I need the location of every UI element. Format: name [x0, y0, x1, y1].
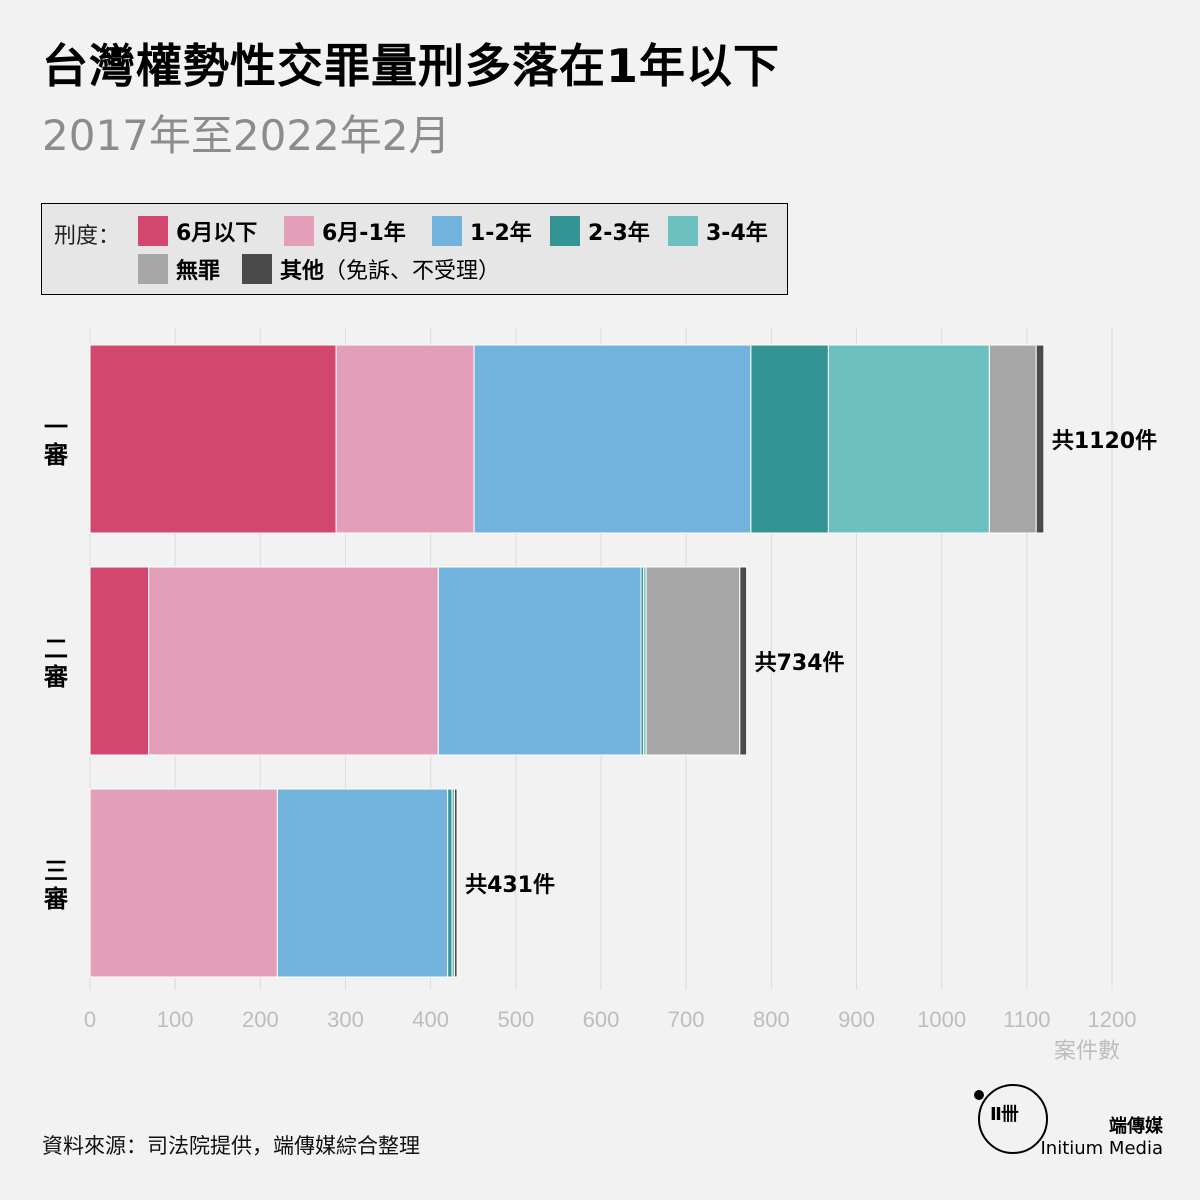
bar-segment [335, 344, 475, 534]
total-label: 共734件 [755, 651, 845, 676]
total-label: 共431件 [465, 873, 555, 898]
x-tick-label: 700 [668, 1007, 705, 1032]
legend-item-2-3y: 2-3年 [550, 216, 650, 246]
category-label-char: 審 [43, 441, 69, 469]
x-tick-label: 200 [242, 1007, 279, 1032]
legend-label: 刑度： [54, 224, 121, 249]
brand-name-zh: 端傳媒 [1109, 1116, 1163, 1137]
category-label-char: 二 [44, 635, 68, 663]
legend-text: 無罪 [176, 259, 221, 284]
category-label-char: 一 [44, 413, 68, 441]
legend-item-6m-below: 6月以下 [138, 216, 257, 246]
legend-swatch [138, 216, 168, 246]
total-label: 共1120件 [1052, 429, 1157, 454]
category-label-char: 三 [44, 857, 68, 885]
legend-swatch [550, 216, 580, 246]
legend-text: 6月以下 [176, 221, 258, 246]
legend-swatch [284, 216, 314, 246]
bar-segment [276, 788, 449, 978]
initium-logo-icon: Ⅱ卌 [974, 1084, 1048, 1154]
legend-swatch [432, 216, 462, 246]
x-tick-label: 1000 [917, 1007, 966, 1032]
bar-segment [447, 788, 453, 978]
bar-segment [89, 788, 278, 978]
brand-name-en: Initium Media [1040, 1138, 1163, 1159]
legend-item-1-2y: 1-2年 [432, 216, 532, 246]
x-tick-label: 100 [157, 1007, 194, 1032]
x-tick-label: 500 [497, 1007, 534, 1032]
legend-item-6m-1y: 6月-1年 [284, 216, 406, 246]
bar-segment [1035, 344, 1045, 534]
legend-swatch [138, 254, 168, 284]
bar-segment [739, 566, 748, 756]
legend-text: 1-2年 [470, 221, 532, 246]
logo-glyph: Ⅱ卌 [990, 1104, 1019, 1125]
chart-title: 台灣權勢性交罪量刑多落在1年以下 [42, 39, 781, 93]
legend-text: 2-3年 [588, 221, 650, 246]
legend-note: （免訴、不受理） [324, 259, 501, 284]
legend-item-3-4y: 3-4年 [668, 216, 768, 246]
x-tick-label: 0 [84, 1007, 96, 1032]
legend: 刑度： 6月以下 6月-1年 1-2年 2-3年 3-4年 無罪 其他 （免訴、… [41, 203, 788, 295]
source-note: 資料來源：司法院提供，端傳媒綜合整理 [42, 1134, 420, 1158]
category-label-char: 審 [43, 885, 69, 913]
legend-item-other: 其他 （免訴、不受理） [242, 254, 500, 284]
bar-segment [750, 344, 829, 534]
logo-dot [974, 1090, 984, 1100]
bar-segment [454, 788, 458, 978]
x-tick-label: 600 [583, 1007, 620, 1032]
legend-text: 3-4年 [706, 221, 768, 246]
legend-swatch [242, 254, 272, 284]
x-tick-label: 800 [753, 1007, 790, 1032]
bar-segment [473, 344, 752, 534]
legend-item-acquitted: 無罪 [138, 254, 220, 284]
x-tick-label: 900 [838, 1007, 875, 1032]
legend-text: 其他 [280, 259, 325, 284]
bar-segment [89, 566, 150, 756]
bar-segment [827, 344, 990, 534]
bar-segment [148, 566, 439, 756]
x-tick-label: 1200 [1088, 1007, 1137, 1032]
bar-segment [89, 344, 337, 534]
category-label-char: 審 [43, 663, 69, 691]
bar-segment [437, 566, 642, 756]
x-tick-label: 1100 [1003, 1007, 1050, 1032]
bar-segment [645, 566, 741, 756]
chart-subtitle: 2017年至2022年2月 [42, 111, 451, 160]
x-axis-label: 案件數 [1054, 1039, 1120, 1064]
x-tick-label: 300 [327, 1007, 364, 1032]
bar-segment [988, 344, 1037, 534]
x-tick-label: 400 [412, 1007, 449, 1032]
legend-swatch [668, 216, 698, 246]
legend-text: 6月-1年 [322, 221, 406, 246]
